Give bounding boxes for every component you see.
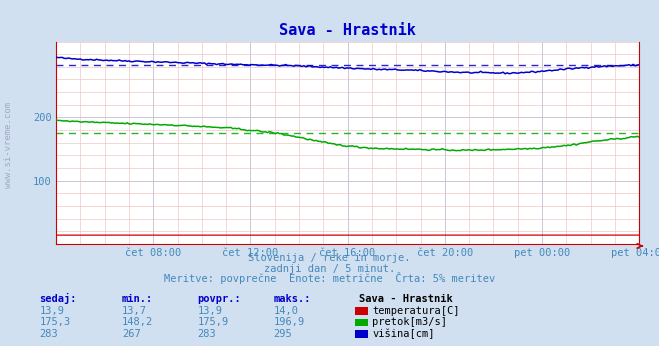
Text: 196,9: 196,9 xyxy=(273,317,304,327)
Text: zadnji dan / 5 minut.: zadnji dan / 5 minut. xyxy=(264,264,395,274)
Text: povpr.:: povpr.: xyxy=(198,294,241,304)
Title: Sava - Hrastnik: Sava - Hrastnik xyxy=(279,22,416,38)
Text: 13,9: 13,9 xyxy=(198,306,223,316)
Text: temperatura[C]: temperatura[C] xyxy=(372,306,460,316)
Text: višina[cm]: višina[cm] xyxy=(372,328,435,339)
Text: Meritve: povprečne  Enote: metrične  Črta: 5% meritev: Meritve: povprečne Enote: metrične Črta:… xyxy=(164,272,495,284)
Text: 175,9: 175,9 xyxy=(198,317,229,327)
Text: 283: 283 xyxy=(198,329,216,339)
Text: 295: 295 xyxy=(273,329,292,339)
Text: www.si-vreme.com: www.si-vreme.com xyxy=(4,102,13,188)
Text: 14,0: 14,0 xyxy=(273,306,299,316)
Text: 175,3: 175,3 xyxy=(40,317,71,327)
Text: Slovenija / reke in morje.: Slovenija / reke in morje. xyxy=(248,253,411,263)
Text: maks.:: maks.: xyxy=(273,294,311,304)
Text: 148,2: 148,2 xyxy=(122,317,153,327)
Text: min.:: min.: xyxy=(122,294,153,304)
Text: Sava - Hrastnik: Sava - Hrastnik xyxy=(359,294,453,304)
Text: sedaj:: sedaj: xyxy=(40,293,77,304)
Text: 13,9: 13,9 xyxy=(40,306,65,316)
Text: 283: 283 xyxy=(40,329,58,339)
Text: 267: 267 xyxy=(122,329,140,339)
Text: 13,7: 13,7 xyxy=(122,306,147,316)
Text: pretok[m3/s]: pretok[m3/s] xyxy=(372,317,447,327)
